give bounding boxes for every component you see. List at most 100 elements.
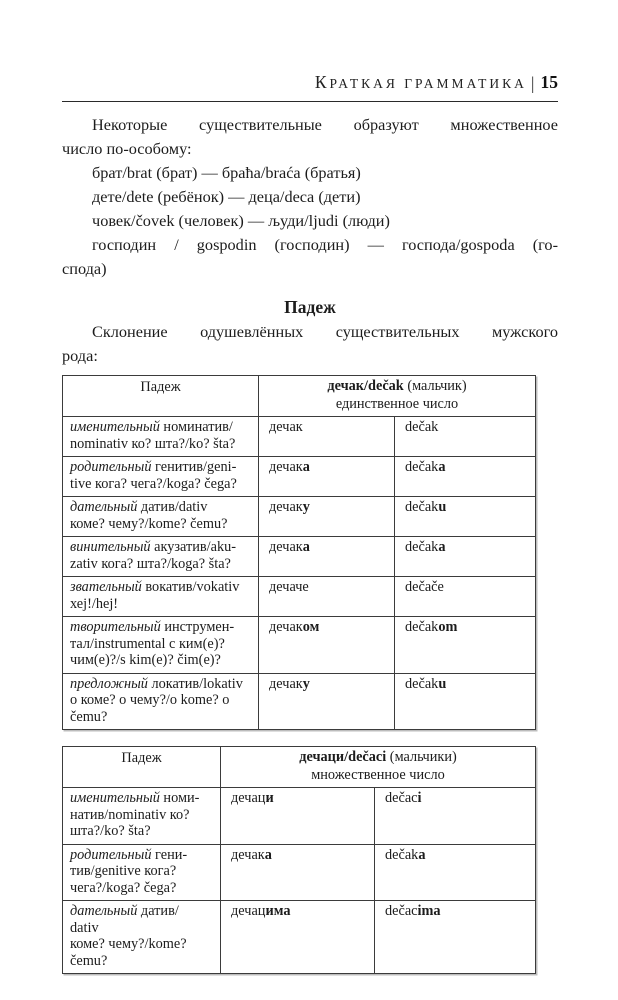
case-description: номинатив/ nominativ ко? шта?/ko? šta? xyxy=(70,419,236,452)
case-name-italic: предложный xyxy=(70,675,148,692)
form-ending: а xyxy=(302,539,310,555)
word-header-line: дечак/dečak (мальчик) xyxy=(263,378,531,396)
case-cell-nominative: именительный номи- натив/nominativ ко? ш… xyxy=(62,787,221,845)
example-item-3: човек/čovek (человек) — људи/ljudi (люди… xyxy=(92,211,390,230)
form-stem: дечак xyxy=(269,539,303,555)
case-name-italic: творительный xyxy=(70,619,161,635)
form-ending: om xyxy=(438,619,458,635)
number-label: множественное число xyxy=(311,766,445,783)
running-head-title: Краткая грамматика xyxy=(314,72,527,92)
case-cell-locative: предложный локатив/lokativ о коме? о чем… xyxy=(62,672,259,730)
header-rule xyxy=(62,101,558,102)
running-head: Краткая грамматика | 15 xyxy=(62,72,558,94)
form-ending: ом xyxy=(302,619,320,635)
case-cell-accusative: винительный акузатив/aku- zativ кога? шт… xyxy=(62,536,259,577)
intro-line-1: Некоторые существительные образуют множе… xyxy=(92,115,558,134)
table-header-row: Падеж дечаци/dečaci (мальчики) множестве… xyxy=(62,746,536,788)
case-name-italic: родительный xyxy=(70,459,152,475)
column-header-case: Падеж xyxy=(62,746,221,788)
form-latin: dečaka xyxy=(393,456,537,497)
case-description: датив/ dativ коме? чему?/kome? čemu? xyxy=(70,903,187,969)
case-name-italic: именительный xyxy=(70,419,160,435)
form-ending: a xyxy=(418,846,426,863)
table-row: родительный гени- тив/genitive кога? чег… xyxy=(62,843,536,901)
form-stem: дечак xyxy=(231,846,265,863)
form-ending: u xyxy=(438,675,447,692)
form-cyrillic: дечаком xyxy=(258,616,395,674)
form-ending: и xyxy=(265,790,274,806)
form-stem: дечак xyxy=(269,619,303,635)
form-stem: дечак xyxy=(269,675,303,692)
form-cyrillic: дечаци xyxy=(220,787,375,845)
form-stem: dečac xyxy=(385,903,418,919)
form-ending: a xyxy=(438,459,446,475)
form-stem: dečak xyxy=(405,539,439,555)
form-latin: dečaka xyxy=(374,843,536,901)
example-item-4-line-1: господин / gospodin (господин) — господа… xyxy=(92,235,558,254)
form-stem: dečak xyxy=(405,499,439,515)
table-row: винительный акузатив/aku- zativ кога? шт… xyxy=(62,536,537,577)
table-row: дательный датив/ dativ коме? чему?/kome?… xyxy=(62,900,536,974)
word-bold: дечак/dečak xyxy=(327,378,404,394)
word-note: (мальчик) xyxy=(403,378,467,394)
form-ending: а xyxy=(302,459,310,475)
example-item-2: дете/dete (ребёнок) — деца/deca (дети) xyxy=(92,187,361,206)
form-stem: дечац xyxy=(231,903,266,919)
table-row: именительный номи- натив/nominativ ко? ш… xyxy=(62,787,536,845)
intro-line-2: число по-особому: xyxy=(62,139,192,158)
case-cell-dative: дательный датив/ dativ коме? чему?/kome?… xyxy=(62,900,221,974)
form-cyrillic: дечака xyxy=(220,843,375,901)
case-cell-nominative: именительный номинатив/ nominativ ко? шт… xyxy=(62,416,259,457)
word-bold: дечаци/dečaci xyxy=(299,749,387,765)
form-ending: у xyxy=(302,499,310,515)
table-row: творительный инструмен- тал/instrumental… xyxy=(62,616,537,674)
form-latin: dečaci xyxy=(374,787,536,845)
number-label: единственное число xyxy=(335,395,459,412)
form-ending: у xyxy=(302,675,310,692)
case-name-italic: именительный xyxy=(70,790,160,806)
declension-table-plural: Падеж дечаци/dečaci (мальчики) множестве… xyxy=(62,746,536,974)
examples-list: брат/brat (брат) — браћа/braća (братья) … xyxy=(62,161,558,281)
case-cell-genitive: родительный генитив/geni- tive кога? чег… xyxy=(62,456,259,497)
form-latin: dečače xyxy=(393,576,537,617)
example-item-1: брат/brat (брат) — браћа/braća (братья) xyxy=(92,163,361,182)
form-stem: dečak xyxy=(405,459,439,475)
case-description: локатив/lokativ о коме? о чему?/o kome? … xyxy=(70,675,243,725)
form-stem: dečak xyxy=(385,846,419,863)
form-latin: dečaku xyxy=(393,496,537,537)
form-ending: i xyxy=(417,790,422,806)
form-stem: дечак xyxy=(269,419,303,435)
page-number: 15 xyxy=(540,72,559,92)
table-row: родительный генитив/geni- tive кога? чег… xyxy=(62,456,537,497)
form-latin: dečacima xyxy=(374,900,536,974)
example-item-4-line-2: спода) xyxy=(62,259,107,278)
case-name-italic: родительный xyxy=(70,846,152,863)
case-description: генитив/geni- tive кога? чега?/koga? čeg… xyxy=(70,459,237,492)
case-cell-dative: дательный датив/dativ коме? чему?/kome? … xyxy=(62,496,259,537)
table-row: именительный номинатив/ nominativ ко? шт… xyxy=(62,416,537,457)
form-ending: u xyxy=(438,499,447,515)
case-cell-instrumental: творительный инструмен- тал/instrumental… xyxy=(62,616,259,674)
word-note: (мальчики) xyxy=(386,749,457,765)
case-name-italic: дательный xyxy=(70,903,138,919)
case-description: гени- тив/genitive кога? чега?/koga? čeg… xyxy=(70,846,188,896)
form-stem: dečac xyxy=(385,790,418,806)
form-stem: dečak xyxy=(405,419,439,435)
word-header-line: дечаци/dečaci (мальчики) xyxy=(225,749,531,767)
column-header-case: Падеж xyxy=(62,375,259,417)
form-cyrillic: дечаче xyxy=(258,576,395,617)
section-heading-padezh: Падеж xyxy=(284,297,336,317)
form-stem: дечак xyxy=(269,499,303,515)
lead-line-2: рода: xyxy=(62,346,98,365)
form-stem: дечак xyxy=(269,459,303,475)
case-description: номи- натив/nominativ ко? шта?/ko? šta? xyxy=(70,790,200,839)
case-description: датив/dativ коме? чему?/kome? čemu? xyxy=(70,499,228,532)
running-head-separator: | xyxy=(530,73,535,93)
case-name-italic: звательный xyxy=(70,579,142,595)
case-cell-vocative: звательный вокатив/vokativ хеj!/hej! xyxy=(62,576,259,617)
form-cyrillic: дечаку xyxy=(258,496,395,537)
column-header-word: дечак/dečak (мальчик) единственное число xyxy=(257,375,537,417)
form-ending: ima xyxy=(417,903,441,919)
form-stem: dečak xyxy=(405,675,439,692)
